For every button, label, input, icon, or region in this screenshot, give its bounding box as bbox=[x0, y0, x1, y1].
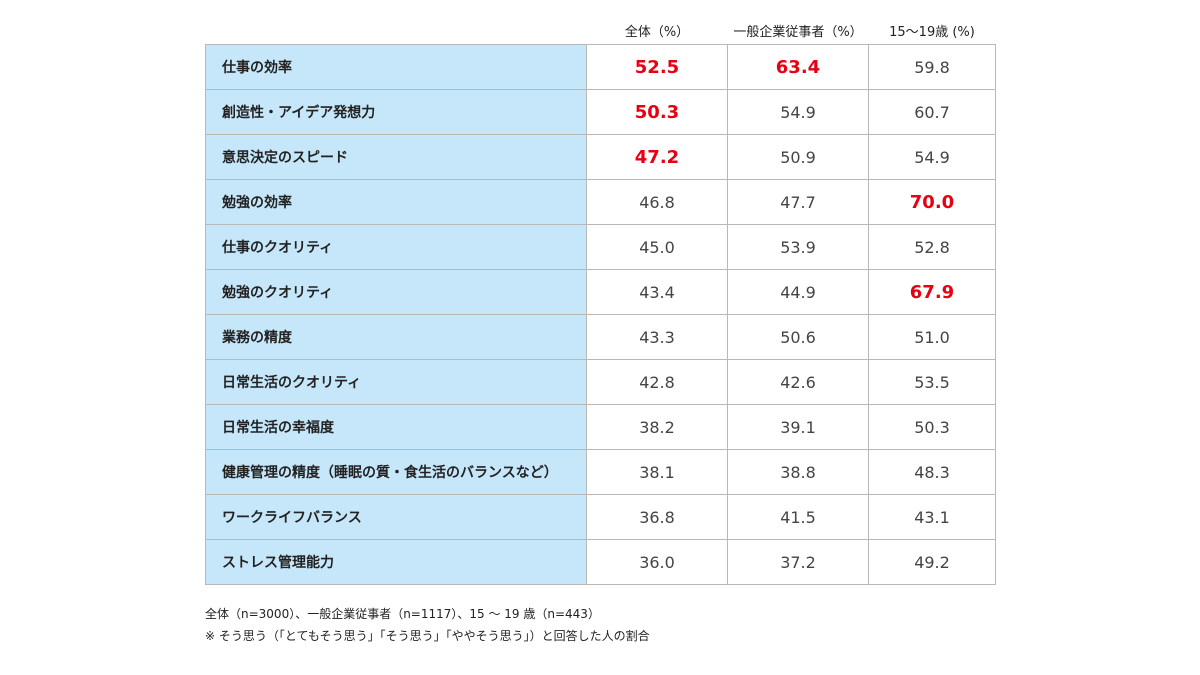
table-row: 日常生活のクオリティ 42.8 42.6 53.5 bbox=[205, 359, 996, 405]
value-cell-overall: 50.3 bbox=[586, 89, 728, 135]
row-label: 創造性・アイデア発想力 bbox=[205, 89, 587, 135]
value-cell-overall: 42.8 bbox=[586, 359, 728, 405]
value-cell-employees: 37.2 bbox=[727, 539, 869, 585]
value-cell-employees: 41.5 bbox=[727, 494, 869, 540]
value-cell-teens: 54.9 bbox=[868, 134, 996, 180]
header-overall: 全体（%） bbox=[624, 24, 690, 40]
header-employees: 一般企業従事者（%） bbox=[733, 24, 863, 40]
table-row: 意思決定のスピード 47.2 50.9 54.9 bbox=[205, 134, 996, 180]
value-cell-employees: 54.9 bbox=[727, 89, 869, 135]
sample-size-note: 全体（n=3000）、一般企業従事者（n=1117）、15 ～ 19 歳（n=4… bbox=[205, 607, 600, 621]
value-cell-teens: 51.0 bbox=[868, 314, 996, 360]
header-teens: 15～19歳 (%) bbox=[889, 24, 975, 40]
row-label: 健康管理の精度（睡眠の質・食生活のバランスなど） bbox=[205, 449, 587, 495]
value-cell-overall: 38.1 bbox=[586, 449, 728, 495]
table-row: 仕事の効率 52.5 63.4 59.8 bbox=[205, 44, 996, 90]
row-label: 日常生活の幸福度 bbox=[205, 404, 587, 450]
value-cell-teens: 70.0 bbox=[868, 179, 996, 225]
value-cell-overall: 45.0 bbox=[586, 224, 728, 270]
table-row: 日常生活の幸福度 38.2 39.1 50.3 bbox=[205, 404, 996, 450]
value-cell-overall: 47.2 bbox=[586, 134, 728, 180]
row-label: 日常生活のクオリティ bbox=[205, 359, 587, 405]
value-cell-overall: 52.5 bbox=[586, 44, 728, 90]
row-label: 業務の精度 bbox=[205, 314, 587, 360]
value-cell-teens: 67.9 bbox=[868, 269, 996, 315]
table-body: 仕事の効率 52.5 63.4 59.8 創造性・アイデア発想力 50.3 54.9 60.7… bbox=[205, 44, 996, 585]
header-blank bbox=[206, 16, 587, 45]
value-cell-employees: 50.6 bbox=[727, 314, 869, 360]
results-table-container: 全体（%） 一般企業従事者（%） 15～19歳 (%) 仕事の効率 52.5 63.… bbox=[205, 16, 996, 585]
value-cell-teens: 52.8 bbox=[868, 224, 996, 270]
value-cell-employees: 50.9 bbox=[727, 134, 869, 180]
table-row: ワークライフバランス 36.8 41.5 43.1 bbox=[205, 494, 996, 540]
header-row: 全体（%） 一般企業従事者（%） 15～19歳 (%) bbox=[206, 16, 996, 45]
table-row: 仕事のクオリティ 45.0 53.9 52.8 bbox=[205, 224, 996, 270]
table-row: 創造性・アイデア発想力 50.3 54.9 60.7 bbox=[205, 89, 996, 135]
table-row: 勉強の効率 46.8 47.7 70.0 bbox=[205, 179, 996, 225]
definition-note: ※ そう思う（「とてもそう思う」「そう思う」「ややそう思う」）と回答した人の割合 bbox=[205, 629, 650, 643]
value-cell-teens: 48.3 bbox=[868, 449, 996, 495]
value-cell-teens: 50.3 bbox=[868, 404, 996, 450]
value-cell-employees: 39.1 bbox=[727, 404, 869, 450]
table-row: 健康管理の精度（睡眠の質・食生活のバランスなど） 38.1 38.8 48.3 bbox=[205, 449, 996, 495]
value-cell-employees: 44.9 bbox=[727, 269, 869, 315]
value-cell-teens: 59.8 bbox=[868, 44, 996, 90]
row-label: 勉強の効率 bbox=[205, 179, 587, 225]
row-label: ワークライフバランス bbox=[205, 494, 587, 540]
footnotes: 全体（n=3000）、一般企業従事者（n=1117）、15 ～ 19 歳（n=4… bbox=[205, 603, 650, 647]
table-row: ストレス管理能力 36.0 37.2 49.2 bbox=[205, 539, 996, 585]
value-cell-overall: 36.0 bbox=[586, 539, 728, 585]
value-cell-employees: 53.9 bbox=[727, 224, 869, 270]
results-table: 全体（%） 一般企業従事者（%） 15～19歳 (%) 仕事の効率 52.5 63.… bbox=[205, 16, 996, 585]
value-cell-teens: 43.1 bbox=[868, 494, 996, 540]
value-cell-employees: 47.7 bbox=[727, 179, 869, 225]
table-row: 勉強のクオリティ 43.4 44.9 67.9 bbox=[205, 269, 996, 315]
row-label: 仕事の効率 bbox=[205, 44, 587, 90]
value-cell-employees: 42.6 bbox=[727, 359, 869, 405]
value-cell-overall: 38.2 bbox=[586, 404, 728, 450]
value-cell-teens: 60.7 bbox=[868, 89, 996, 135]
value-cell-overall: 43.3 bbox=[586, 314, 728, 360]
value-cell-overall: 43.4 bbox=[586, 269, 728, 315]
value-cell-overall: 46.8 bbox=[586, 179, 728, 225]
value-cell-employees: 63.4 bbox=[727, 44, 869, 90]
row-label: 意思決定のスピード bbox=[205, 134, 587, 180]
row-label: 仕事のクオリティ bbox=[205, 224, 587, 270]
row-label: 勉強のクオリティ bbox=[205, 269, 587, 315]
value-cell-teens: 53.5 bbox=[868, 359, 996, 405]
row-label: ストレス管理能力 bbox=[205, 539, 587, 585]
value-cell-overall: 36.8 bbox=[586, 494, 728, 540]
value-cell-teens: 49.2 bbox=[868, 539, 996, 585]
table-row: 業務の精度 43.3 50.6 51.0 bbox=[205, 314, 996, 360]
value-cell-employees: 38.8 bbox=[727, 449, 869, 495]
